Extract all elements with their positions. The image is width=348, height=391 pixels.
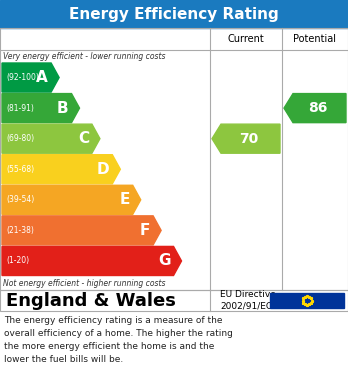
- Polygon shape: [2, 216, 161, 245]
- Polygon shape: [2, 124, 100, 153]
- Polygon shape: [284, 93, 346, 123]
- Text: (21-38): (21-38): [6, 226, 34, 235]
- Text: (69-80): (69-80): [6, 134, 34, 143]
- Text: C: C: [78, 131, 89, 146]
- Text: G: G: [158, 253, 171, 269]
- Text: Not energy efficient - higher running costs: Not energy efficient - higher running co…: [3, 279, 166, 288]
- Text: (39-54): (39-54): [6, 196, 34, 204]
- Polygon shape: [2, 63, 59, 92]
- Polygon shape: [212, 124, 280, 153]
- Text: The energy efficiency rating is a measure of the
overall efficiency of a home. T: The energy efficiency rating is a measur…: [4, 316, 233, 364]
- Text: 70: 70: [239, 132, 259, 146]
- Text: England & Wales: England & Wales: [6, 292, 176, 310]
- Text: (55-68): (55-68): [6, 165, 34, 174]
- Polygon shape: [2, 185, 141, 214]
- Bar: [270, 293, 344, 308]
- Polygon shape: [2, 93, 80, 123]
- Text: 86: 86: [308, 101, 328, 115]
- Text: (1-20): (1-20): [6, 256, 29, 265]
- Text: B: B: [57, 100, 69, 116]
- Bar: [0, 0, 348, 28]
- Text: F: F: [140, 223, 150, 238]
- Bar: [0, 290, 348, 311]
- Text: Energy Efficiency Rating: Energy Efficiency Rating: [69, 7, 279, 22]
- Text: (81-91): (81-91): [6, 104, 34, 113]
- Text: EU Directive
2002/91/EC: EU Directive 2002/91/EC: [220, 290, 276, 311]
- Text: (92-100): (92-100): [6, 73, 39, 82]
- Polygon shape: [2, 246, 182, 276]
- Polygon shape: [2, 155, 120, 184]
- Bar: [0, 28, 348, 290]
- Text: E: E: [119, 192, 130, 207]
- Text: Very energy efficient - lower running costs: Very energy efficient - lower running co…: [3, 52, 166, 61]
- Text: Potential: Potential: [293, 34, 337, 44]
- Text: A: A: [37, 70, 48, 85]
- Text: Current: Current: [228, 34, 264, 44]
- Text: D: D: [97, 162, 109, 177]
